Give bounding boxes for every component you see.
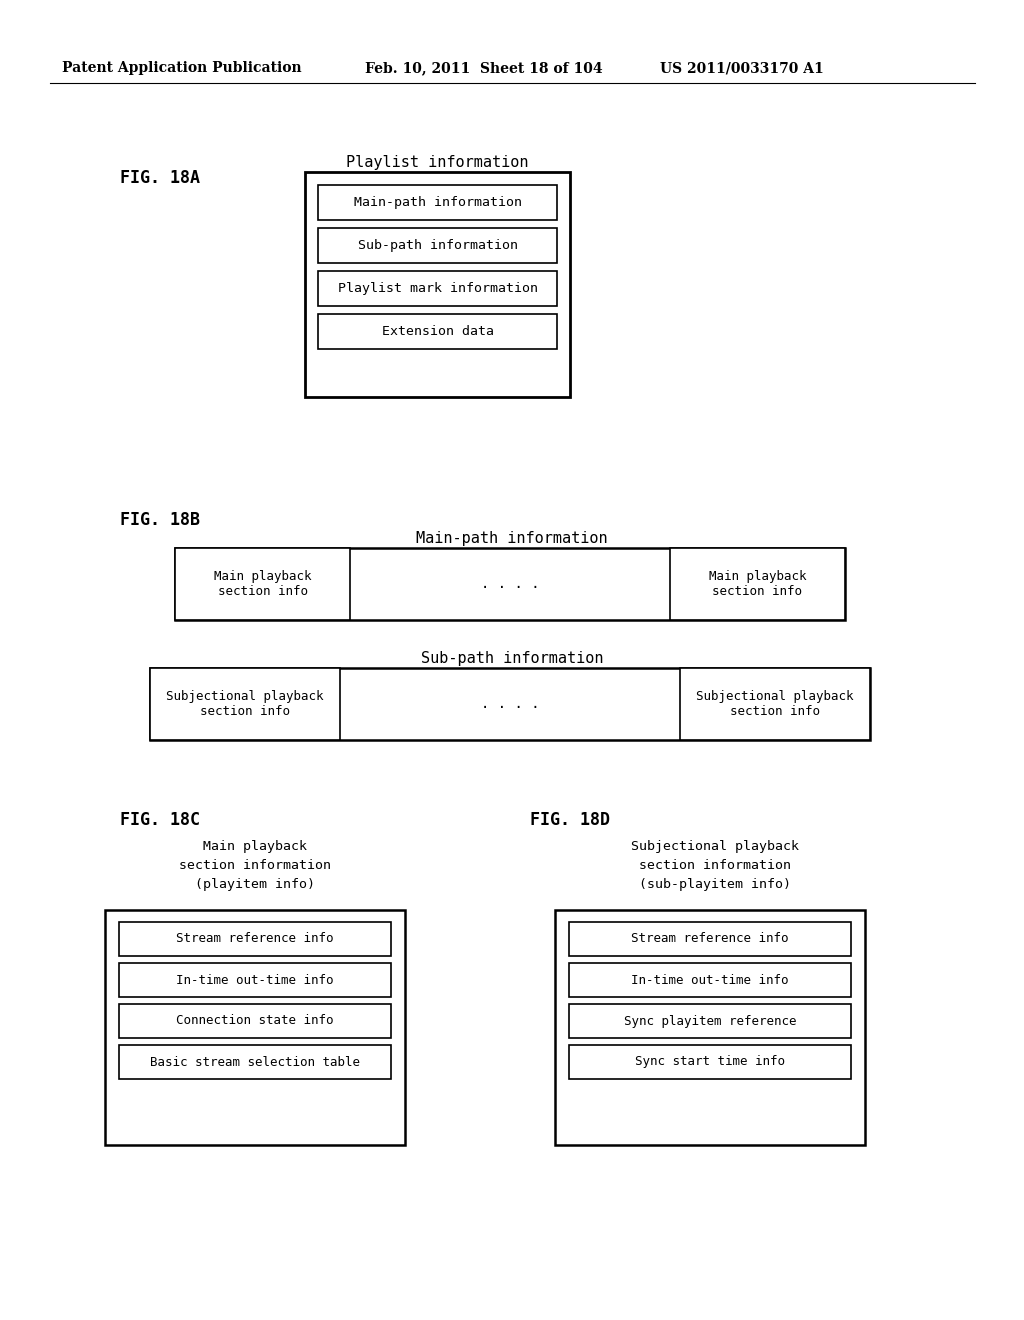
Text: FIG. 18C: FIG. 18C — [120, 810, 200, 829]
Bar — [175, 548, 350, 620]
Bar — [569, 1005, 851, 1038]
Text: . . . .: . . . . — [480, 697, 540, 711]
Bar — [569, 921, 851, 956]
Text: Stream reference info: Stream reference info — [176, 932, 334, 945]
Text: Subjectional playback
section information
(sub-playitem info): Subjectional playback section informatio… — [631, 840, 799, 891]
Text: Playlist information: Playlist information — [346, 156, 528, 170]
Text: US 2011/0033170 A1: US 2011/0033170 A1 — [660, 61, 823, 75]
Text: Main playback
section information
(playitem info): Main playback section information (playi… — [179, 840, 331, 891]
Bar — [680, 668, 870, 741]
Text: In-time out-time info: In-time out-time info — [631, 974, 788, 986]
Text: Extension data: Extension data — [382, 325, 494, 338]
Bar — [670, 548, 845, 620]
Bar — [318, 314, 557, 348]
Bar — [175, 548, 845, 620]
Bar — [569, 1045, 851, 1078]
Text: In-time out-time info: In-time out-time info — [176, 974, 334, 986]
Text: FIG. 18B: FIG. 18B — [120, 511, 200, 529]
Text: Main-path information: Main-path information — [416, 531, 608, 545]
Bar — [119, 1045, 391, 1078]
Bar — [119, 1005, 391, 1038]
Bar — [318, 185, 557, 220]
Bar — [150, 668, 870, 741]
Text: Stream reference info: Stream reference info — [631, 932, 788, 945]
Bar — [305, 172, 570, 397]
Text: Basic stream selection table: Basic stream selection table — [150, 1056, 360, 1068]
Text: Sync playitem reference: Sync playitem reference — [624, 1015, 797, 1027]
Bar — [119, 921, 391, 956]
Text: Feb. 10, 2011  Sheet 18 of 104: Feb. 10, 2011 Sheet 18 of 104 — [365, 61, 603, 75]
Bar — [105, 909, 406, 1144]
Bar — [119, 964, 391, 997]
Bar — [569, 964, 851, 997]
Text: Sync start time info: Sync start time info — [635, 1056, 785, 1068]
Text: . . . .: . . . . — [480, 577, 540, 591]
Text: Playlist mark information: Playlist mark information — [338, 282, 538, 294]
Text: FIG. 18A: FIG. 18A — [120, 169, 200, 187]
Text: Patent Application Publication: Patent Application Publication — [62, 61, 302, 75]
Text: Main playback
section info: Main playback section info — [214, 570, 311, 598]
Bar — [150, 668, 340, 741]
Text: Subjectional playback
section info: Subjectional playback section info — [166, 690, 324, 718]
Text: Connection state info: Connection state info — [176, 1015, 334, 1027]
Bar — [318, 228, 557, 263]
Bar — [318, 271, 557, 306]
Text: Sub-path information: Sub-path information — [357, 239, 517, 252]
Text: Main playback
section info: Main playback section info — [709, 570, 806, 598]
Text: Subjectional playback
section info: Subjectional playback section info — [696, 690, 854, 718]
Text: FIG. 18D: FIG. 18D — [530, 810, 610, 829]
Text: Sub-path information: Sub-path information — [421, 651, 603, 665]
Bar — [555, 909, 865, 1144]
Text: Main-path information: Main-path information — [353, 195, 521, 209]
